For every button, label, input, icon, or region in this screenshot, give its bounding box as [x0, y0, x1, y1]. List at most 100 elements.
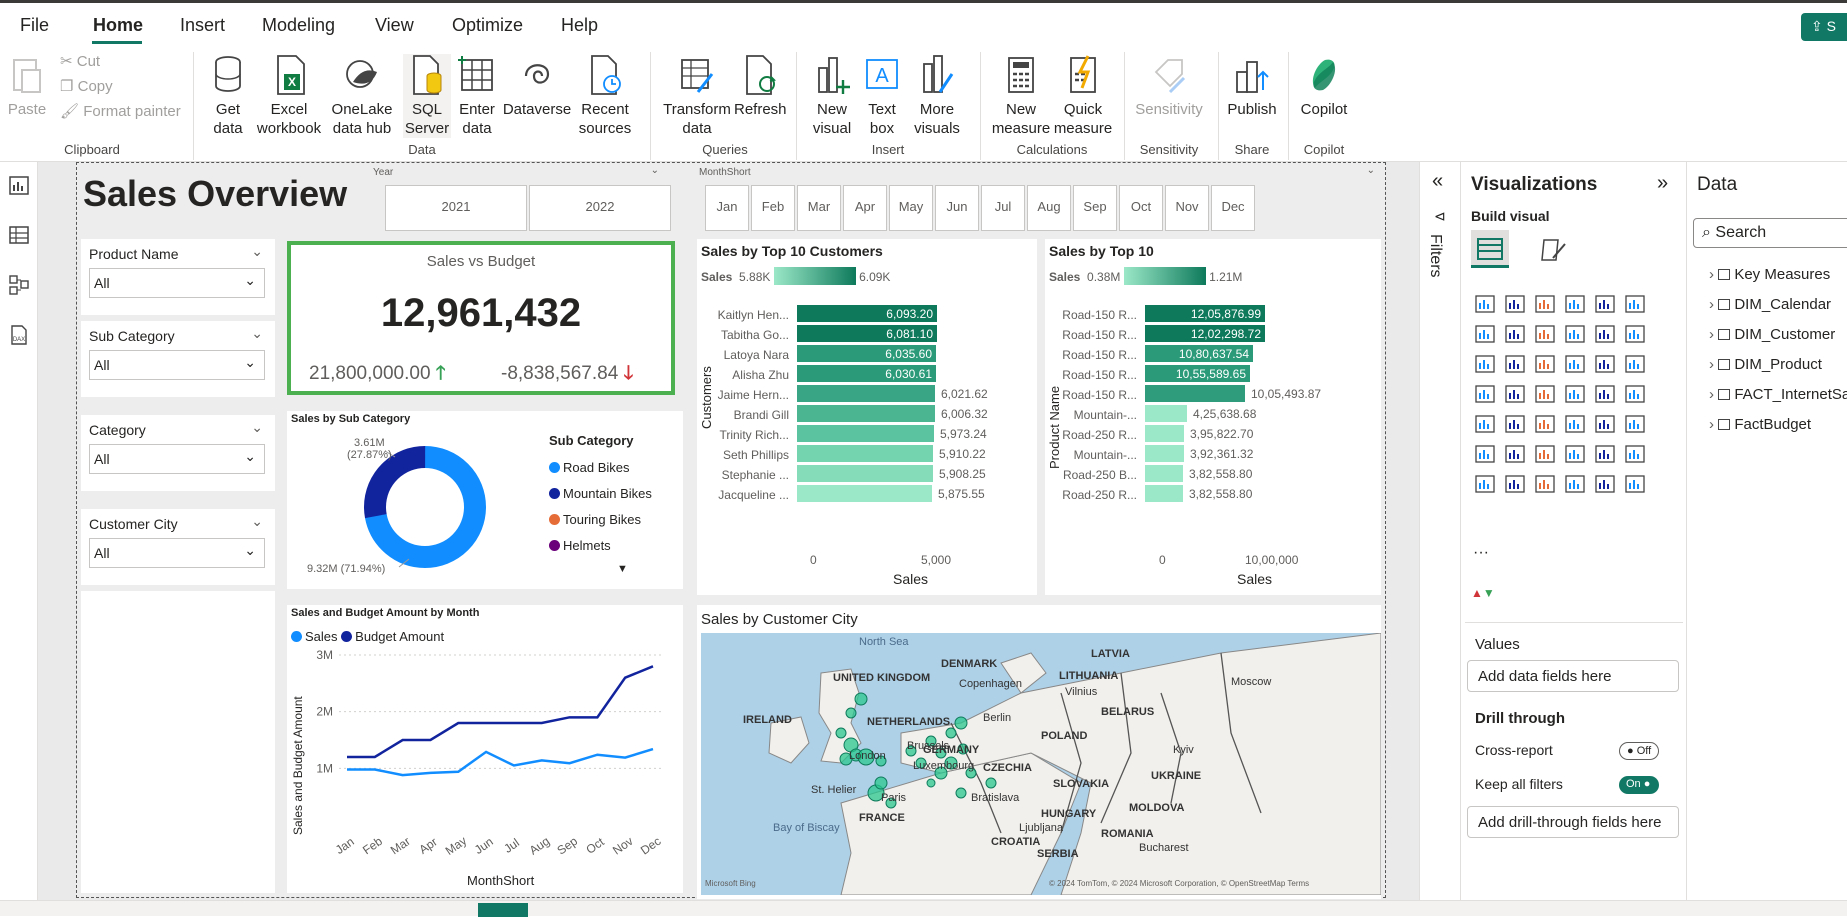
map-bubble[interactable] [945, 727, 957, 739]
copilot-button[interactable]: Copilot [1296, 54, 1352, 119]
card-icon[interactable] [1623, 382, 1647, 406]
multi-row-card-icon[interactable] [1473, 412, 1497, 436]
legend-item-sales[interactable]: Sales [291, 629, 338, 644]
series-line-budget[interactable] [347, 665, 654, 759]
table-key-measures[interactable]: › Key Measures [1709, 266, 1831, 283]
recent-sources-button[interactable]: Recent sources [574, 54, 636, 138]
map-bubble[interactable] [954, 716, 968, 730]
100-bar-icon[interactable] [1593, 292, 1617, 316]
r-script-icon[interactable] [1623, 412, 1647, 436]
slicer-dropdown[interactable]: All ⌄ [89, 538, 265, 568]
bar-sales-by-top-10-customers[interactable]: Sales by Top 10 Customers Sales 5.88K 6.… [697, 239, 1037, 595]
dataverse-button[interactable]: Dataverse [500, 54, 574, 119]
bar[interactable] [1145, 365, 1250, 382]
month-option-nov[interactable]: Nov [1165, 185, 1209, 231]
ai-visual-icon[interactable]: ▲▼ [1471, 586, 1495, 600]
map-canvas[interactable]: North Sea DENMARK LATVIA LITHUANIA Moscow UNI… [701, 633, 1381, 895]
filters-pane-collapsed[interactable]: « ⊲ Filters [1419, 162, 1461, 900]
map-bubble[interactable] [944, 756, 958, 770]
funnel-icon[interactable] [1623, 322, 1647, 346]
active-page-tab[interactable] [478, 903, 528, 917]
values-well[interactable]: Add data fields here [1467, 660, 1679, 692]
format-painter-button[interactable]: 🖌 Format painter [60, 103, 181, 120]
kpi-icon[interactable] [1503, 412, 1527, 436]
gauge-icon[interactable] [1593, 382, 1617, 406]
bar-sales-by-top-10-products[interactable]: Sales by Top 10 Sales 0.38M 1.21M Produc… [1045, 239, 1381, 595]
power-apps-icon[interactable] [1503, 472, 1527, 496]
stacked-area-icon[interactable] [1533, 322, 1557, 346]
slicer-dropdown[interactable]: All ⌄ [89, 350, 265, 380]
table-dim-product[interactable]: › DIM_Product [1709, 356, 1822, 373]
map-bubble[interactable] [915, 757, 927, 769]
quick-measure-button[interactable]: Quick measure [1052, 54, 1114, 138]
100-column-icon[interactable] [1623, 292, 1647, 316]
bar[interactable] [1145, 345, 1253, 362]
legend-item-budget[interactable]: Budget Amount [341, 629, 444, 644]
table-dim-customer[interactable]: › DIM_Customer [1709, 326, 1836, 343]
dax-query-view-icon[interactable]: DAX [8, 324, 30, 346]
menu-file[interactable]: File [20, 15, 50, 35]
more-visuals-button[interactable]: More visuals [906, 54, 968, 138]
month-option-apr[interactable]: Apr [843, 185, 887, 231]
map-bubble[interactable] [957, 743, 969, 755]
pie-icon[interactable] [1593, 352, 1617, 376]
trophy-icon[interactable] [1623, 442, 1647, 466]
map-bubble[interactable] [839, 752, 853, 766]
format-visual-tab[interactable] [1533, 230, 1571, 268]
menu-help[interactable]: Help [561, 15, 599, 35]
menu-modeling[interactable]: Modeling [262, 15, 336, 35]
cross-report-toggle[interactable]: ● Off [1619, 742, 1659, 760]
stacked-bar-icon[interactable] [1473, 292, 1497, 316]
filters-label[interactable]: Filters [1427, 234, 1444, 278]
matrix-icon[interactable] [1593, 412, 1617, 436]
bar[interactable] [797, 325, 937, 342]
bar[interactable] [797, 445, 933, 462]
sensitivity-button[interactable]: Sensitivity [1130, 54, 1208, 119]
drill-through-well[interactable]: Add drill-through fields here [1467, 806, 1679, 838]
bar[interactable] [797, 385, 935, 402]
python-visual-icon[interactable] [1473, 442, 1497, 466]
slicer-icon[interactable] [1533, 412, 1557, 436]
copy-button[interactable]: ❐ Copy [60, 78, 113, 95]
arrow-chevron-icon[interactable] [1623, 472, 1647, 496]
legend-scroll-down-icon[interactable]: ▼ [617, 563, 628, 575]
map-bubble[interactable] [965, 767, 977, 779]
table-icon[interactable] [1563, 412, 1587, 436]
menu-optimize[interactable]: Optimize [452, 15, 524, 35]
filled-map-icon[interactable] [1533, 382, 1557, 406]
legend-item-touring-bikes[interactable]: Touring Bikes [549, 507, 652, 533]
map-bubble[interactable] [835, 727, 847, 739]
transform-data-button[interactable]: Transform data [660, 54, 734, 138]
paginated-report-icon[interactable] [1473, 472, 1497, 496]
bar[interactable] [1145, 405, 1187, 422]
bar[interactable] [797, 345, 936, 362]
bar[interactable] [797, 405, 935, 422]
map-bubble[interactable] [935, 747, 947, 759]
decomposition-tree-icon[interactable] [1533, 442, 1557, 466]
search-input[interactable]: ⌕ Search [1693, 218, 1847, 248]
map-bubble[interactable] [985, 777, 997, 789]
collapse-right-icon[interactable]: » [1657, 172, 1669, 194]
share-button[interactable]: ⇪ S [1801, 13, 1847, 41]
key-influencers-icon[interactable] [1503, 442, 1527, 466]
month-option-jul[interactable]: Jul [981, 185, 1025, 231]
map-bubble[interactable] [926, 778, 936, 788]
month-option-dec[interactable]: Dec [1211, 185, 1255, 231]
bar[interactable] [797, 465, 933, 482]
month-option-jun[interactable]: Jun [935, 185, 979, 231]
legend-item-road-bikes[interactable]: Road Bikes [549, 455, 652, 481]
bar[interactable] [1145, 425, 1184, 442]
new-measure-button[interactable]: New measure [990, 54, 1052, 138]
bar[interactable] [797, 425, 934, 442]
get-data-button[interactable]: Get data [200, 54, 256, 138]
map-attribution[interactable]: © 2024 TomTom, © 2024 Microsoft Corporat… [1049, 879, 1310, 888]
bar[interactable] [1145, 445, 1184, 462]
bar[interactable] [797, 365, 936, 382]
map-bubble[interactable] [955, 787, 967, 799]
month-option-jan[interactable]: Jan [705, 185, 749, 231]
build-visual-tab[interactable] [1471, 230, 1509, 268]
month-option-mar[interactable]: Mar [797, 185, 841, 231]
smart-narrative-icon[interactable] [1593, 442, 1617, 466]
power-automate-icon[interactable] [1533, 472, 1557, 496]
bar[interactable] [797, 485, 932, 502]
